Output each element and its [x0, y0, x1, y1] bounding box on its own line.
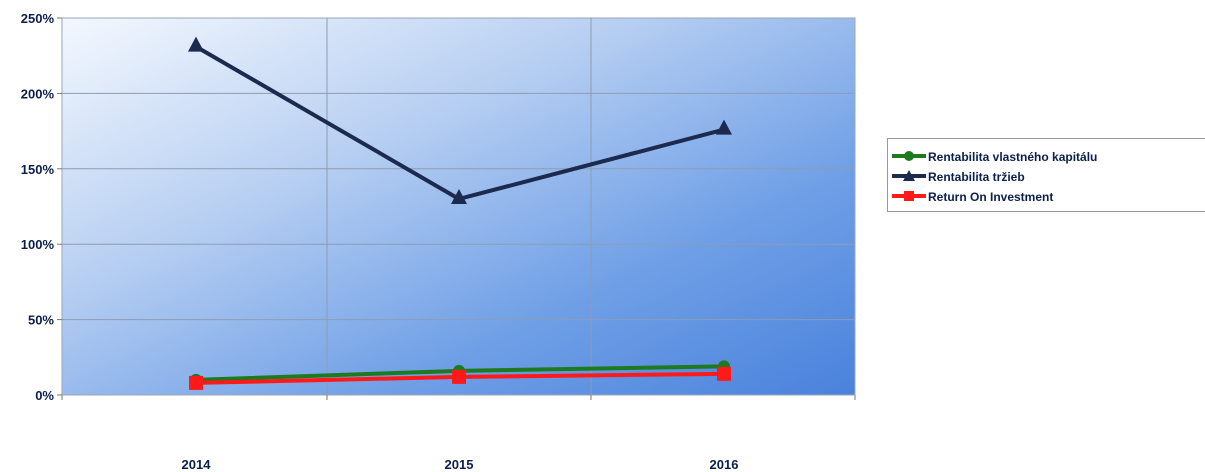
- data-point: [452, 369, 466, 384]
- x-tick-label: 2014: [182, 457, 212, 472]
- y-tick-label: 0%: [35, 388, 54, 403]
- data-point: [451, 188, 467, 204]
- legend-item-roi: Return On Investment: [892, 187, 1054, 207]
- y-tick-label: 100%: [21, 237, 55, 252]
- legend-swatch-roi: [892, 191, 926, 201]
- x-tick-label: 2016: [710, 457, 739, 472]
- legend-item-roe: Rentabilita vlastného kapitálu: [892, 147, 1098, 167]
- y-tick-label: 250%: [21, 11, 55, 26]
- y-tick-label: 50%: [28, 313, 54, 328]
- x-tick-label: 2015: [445, 457, 474, 472]
- data-point: [188, 36, 204, 52]
- x-axis-ticks: 2014 2015 2016: [61, 395, 856, 472]
- legend-swatch-roe: [892, 151, 926, 161]
- gridlines: [62, 18, 855, 395]
- legend-swatch-ros: [892, 170, 926, 181]
- legend-item-ros: Rentabilita tržieb: [892, 167, 1025, 187]
- legend-label-roe: Rentabilita vlastného kapitálu: [928, 150, 1098, 164]
- series-group: [188, 36, 732, 390]
- legend-label-roi: Return On Investment: [928, 190, 1054, 204]
- plot-area: [61, 17, 856, 396]
- data-point: [189, 375, 203, 390]
- data-point: [717, 366, 731, 381]
- y-tick-label: 200%: [21, 86, 55, 101]
- legend: Rentabilita vlastného kapitálu Rentabili…: [887, 138, 1205, 212]
- legend-label-ros: Rentabilita tržieb: [928, 170, 1025, 184]
- data-point: [716, 119, 732, 135]
- y-tick-label: 150%: [21, 162, 55, 177]
- y-axis-ticks: 0% 50% 100% 150% 200% 250%: [21, 11, 62, 403]
